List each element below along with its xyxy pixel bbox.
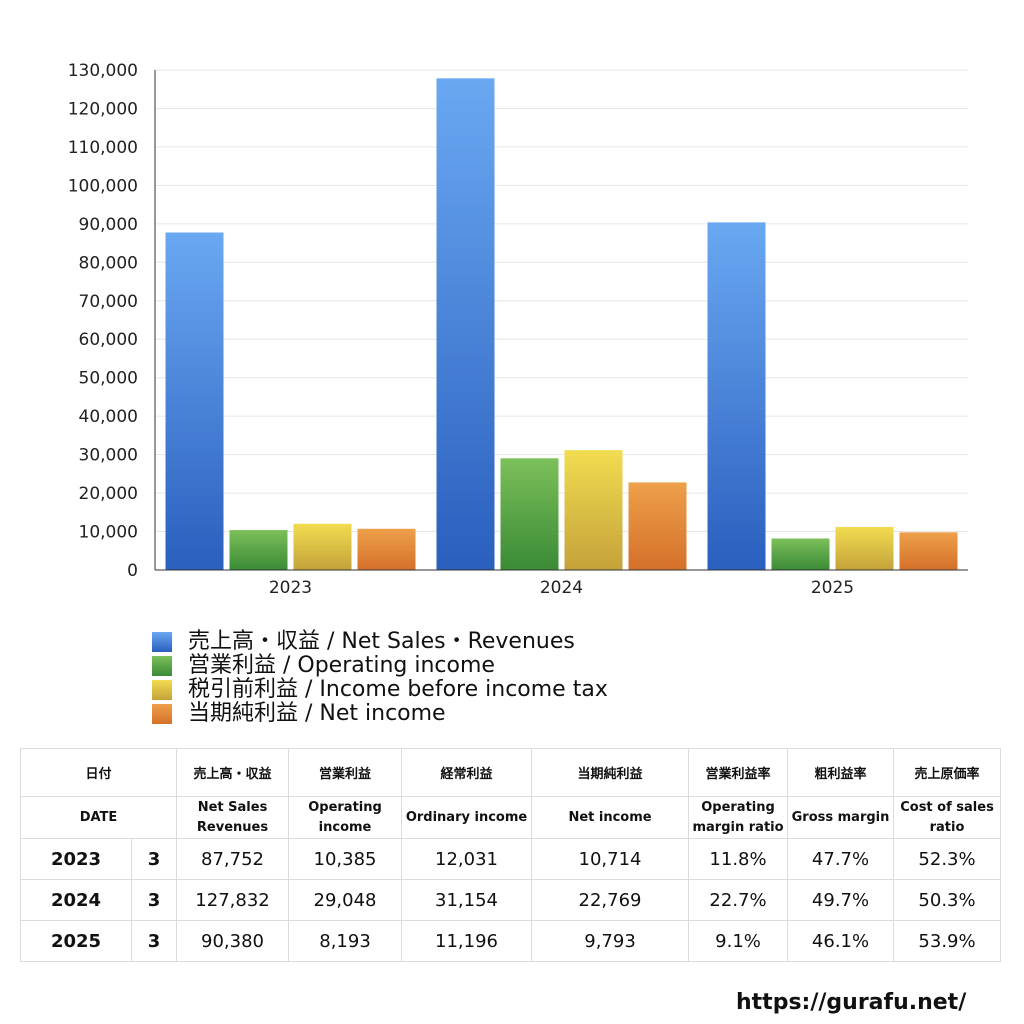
- table-header-jp-row: 日付 売上高・収益 営業利益 経常利益 当期純利益 営業利益率 粗利益率 売上原…: [19, 748, 1002, 797]
- header-sales-jp: 売上高・収益: [176, 748, 290, 797]
- table-row: 2025 3 90,380 8,193 11,196 9,793 9.1% 46…: [20, 920, 1002, 962]
- cell-year: 2025: [20, 920, 132, 962]
- cell-op-margin: 9.1%: [688, 920, 789, 962]
- bar-2025-1: [771, 538, 830, 570]
- legend-label-net-income: 当期純利益 / Net income: [188, 701, 446, 726]
- bar-2024-0: [436, 78, 495, 570]
- header-date-jp: 日付: [19, 748, 178, 797]
- y-tick-label: 60,000: [79, 330, 138, 350]
- cell-net: 10,714: [531, 838, 690, 880]
- cell-ordinary: 11,196: [401, 920, 533, 962]
- bar-2025-0: [707, 222, 766, 570]
- header-net-en: Net income: [531, 796, 690, 839]
- legend-swatch-net-sales: [152, 632, 172, 652]
- legend-swatch-net-income: [152, 704, 172, 724]
- bar-chart: 0 10,000 20,000 30,000 40,000 50,000 60,000 70,…: [68, 61, 968, 598]
- bar-2024-2: [564, 450, 623, 570]
- y-tick-label: 50,000: [79, 369, 138, 389]
- header-op-margin-en: Operating margin ratio: [688, 796, 789, 839]
- bar-2024-3: [628, 482, 687, 570]
- header-date-en: DATE: [19, 796, 178, 839]
- cell-net: 9,793: [531, 920, 690, 962]
- y-tick-label: 120,000: [68, 99, 138, 119]
- header-operating-jp: 営業利益: [288, 748, 403, 797]
- y-tick-label: 90,000: [79, 215, 138, 235]
- bar-2025-3: [899, 532, 958, 570]
- cell-gross-margin: 46.1%: [787, 920, 895, 962]
- legend-label-income-before-tax: 税引前利益 / Income before income tax: [188, 677, 608, 702]
- cell-ordinary: 12,031: [401, 838, 533, 880]
- table-header-en-row: DATE Net Sales Revenues Operating income…: [19, 796, 1002, 839]
- header-gross-margin-en: Gross margin: [787, 796, 895, 839]
- header-ordinary-jp: 経常利益: [401, 748, 533, 797]
- y-tick-label: 100,000: [68, 176, 138, 196]
- cell-sales: 90,380: [176, 920, 290, 962]
- cell-gross-margin: 49.7%: [787, 879, 895, 921]
- x-tick-label: 2024: [540, 578, 583, 598]
- cell-year: 2023: [20, 838, 132, 880]
- cell-cost-ratio: 52.3%: [893, 838, 1002, 880]
- header-gross-margin-jp: 粗利益率: [787, 748, 895, 797]
- y-tick-label: 30,000: [79, 446, 138, 466]
- legend-swatch-operating-income: [152, 656, 172, 676]
- cell-cost-ratio: 53.9%: [893, 920, 1002, 962]
- y-tick-label: 40,000: [79, 407, 138, 427]
- header-sales-en: Net Sales Revenues: [176, 796, 290, 839]
- cell-net: 22,769: [531, 879, 690, 921]
- cell-op-margin: 22.7%: [688, 879, 789, 921]
- cell-operating: 29,048: [288, 879, 403, 921]
- bar-2023-3: [357, 528, 416, 570]
- table-row: 2023 3 87,752 10,385 12,031 10,714 11.8%…: [20, 838, 1002, 880]
- bar-2025-2: [835, 526, 894, 570]
- bar-2023-0: [165, 232, 224, 570]
- header-ordinary-en: Ordinary income: [401, 796, 533, 839]
- legend-item-net-sales: 売上高・収益 / Net Sales・Revenues: [152, 630, 608, 654]
- cell-month: 3: [130, 838, 178, 880]
- cell-op-margin: 11.8%: [688, 838, 789, 880]
- site-url[interactable]: https://gurafu.net/: [736, 990, 967, 1015]
- header-cost-ratio-jp: 売上原価率: [893, 748, 1002, 797]
- legend-item-operating-income: 営業利益 / Operating income: [152, 654, 608, 678]
- y-tick-label: 110,000: [68, 138, 138, 158]
- cell-month: 3: [130, 920, 178, 962]
- legend-label-net-sales: 売上高・収益 / Net Sales・Revenues: [188, 629, 575, 654]
- bar-2024-1: [500, 458, 559, 570]
- table-row: 2024 3 127,832 29,048 31,154 22,769 22.7…: [20, 879, 1002, 921]
- cell-ordinary: 31,154: [401, 879, 533, 921]
- cell-operating: 10,385: [288, 838, 403, 880]
- cell-cost-ratio: 50.3%: [893, 879, 1002, 921]
- header-op-margin-jp: 営業利益率: [688, 748, 789, 797]
- cell-year: 2024: [20, 879, 132, 921]
- y-tick-label: 10,000: [79, 523, 138, 543]
- y-tick-label: 70,000: [79, 292, 138, 312]
- legend-swatch-income-before-tax: [152, 680, 172, 700]
- header-operating-en: Operating income: [288, 796, 403, 839]
- cell-operating: 8,193: [288, 920, 403, 962]
- header-net-jp: 当期純利益: [531, 748, 690, 797]
- y-tick-label: 80,000: [79, 253, 138, 273]
- bar-2023-2: [293, 523, 352, 570]
- x-tick-label: 2025: [811, 578, 854, 598]
- y-tick-label: 130,000: [68, 61, 138, 81]
- cell-sales: 87,752: [176, 838, 290, 880]
- legend-item-income-before-tax: 税引前利益 / Income before income tax: [152, 678, 608, 702]
- cell-sales: 127,832: [176, 879, 290, 921]
- cell-month: 3: [130, 879, 178, 921]
- cell-gross-margin: 47.7%: [787, 838, 895, 880]
- y-tick-label: 0: [127, 561, 138, 581]
- header-cost-ratio-en: Cost of sales ratio: [893, 796, 1002, 839]
- bar-2023-1: [229, 530, 288, 570]
- financial-table: 日付 売上高・収益 営業利益 経常利益 当期純利益 営業利益率 粗利益率 売上原…: [19, 748, 1002, 962]
- y-tick-label: 20,000: [79, 484, 138, 504]
- legend-label-operating-income: 営業利益 / Operating income: [188, 653, 495, 678]
- legend-item-net-income: 当期純利益 / Net income: [152, 702, 608, 726]
- x-tick-label: 2023: [269, 578, 312, 598]
- chart-legend: 売上高・収益 / Net Sales・Revenues 営業利益 / Opera…: [152, 630, 608, 726]
